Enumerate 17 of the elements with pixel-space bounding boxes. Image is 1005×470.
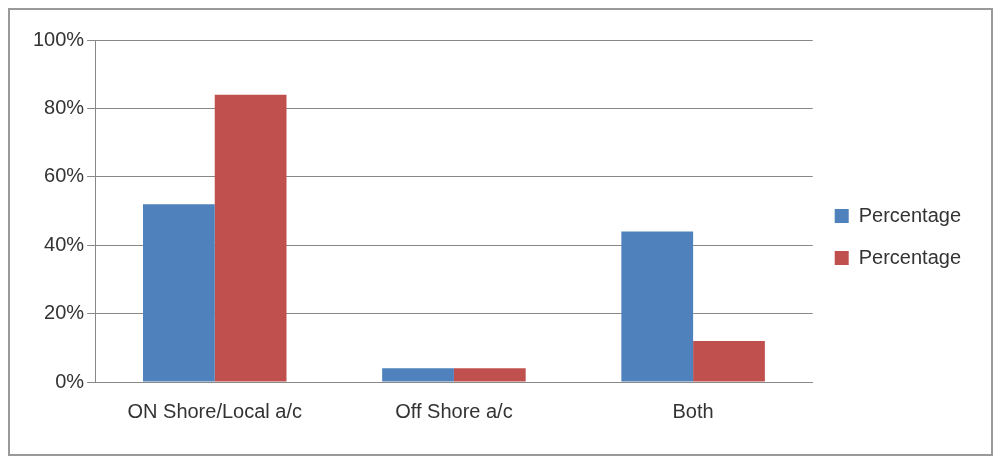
x-tick-label: ON Shore/Local a/c: [127, 399, 303, 422]
y-tick-label: 40%: [44, 232, 85, 255]
x-tick-label: Off Shore a/c: [395, 399, 513, 422]
legend-label: Percentage: [858, 245, 961, 268]
bar: [693, 340, 765, 382]
bar: [621, 231, 694, 382]
y-tick-label: 80%: [44, 95, 85, 118]
y-tick-label: 100%: [33, 27, 85, 50]
legend-label: Percentage: [858, 203, 961, 226]
bar: [382, 368, 454, 382]
bar: [453, 368, 526, 382]
bar: [142, 204, 215, 382]
y-tick-label: 20%: [44, 301, 85, 324]
y-tick-label: 0%: [55, 369, 85, 392]
y-tick-label: 60%: [44, 164, 85, 187]
x-tick-label: Both: [672, 399, 714, 422]
bar: [214, 94, 287, 382]
